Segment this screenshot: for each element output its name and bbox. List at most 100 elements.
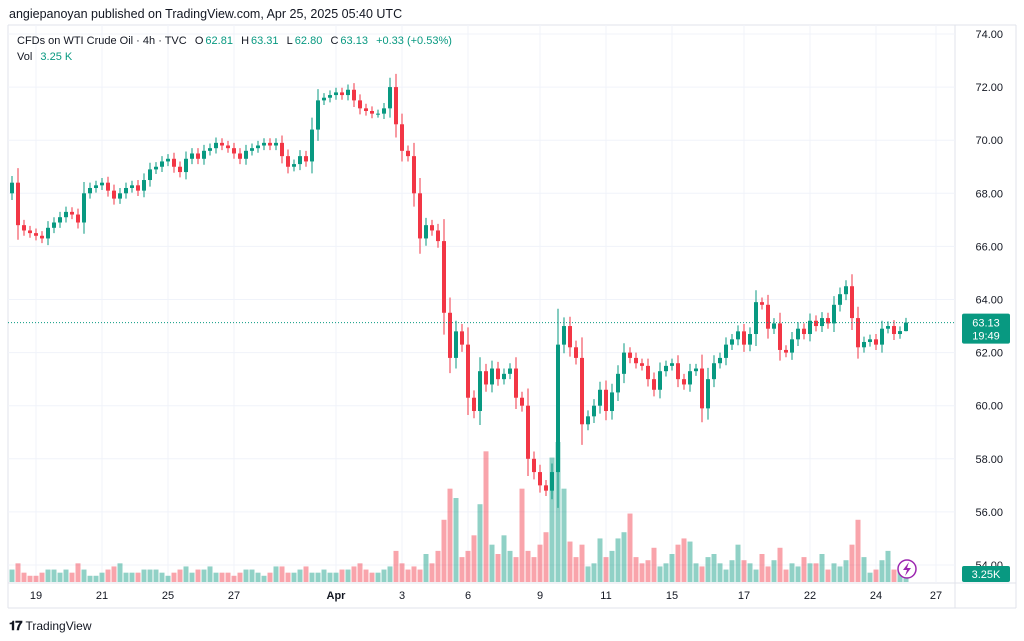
candle[interactable] xyxy=(490,360,494,393)
candle[interactable] xyxy=(820,312,824,333)
candle[interactable] xyxy=(598,381,602,414)
candle[interactable] xyxy=(358,94,362,115)
candle[interactable] xyxy=(616,365,620,402)
candle[interactable] xyxy=(46,221,50,246)
candle[interactable] xyxy=(412,142,416,207)
candle[interactable] xyxy=(16,168,20,240)
candle[interactable] xyxy=(532,451,536,480)
candle[interactable] xyxy=(34,228,38,241)
candle[interactable] xyxy=(400,113,404,162)
candle[interactable] xyxy=(82,182,86,234)
candle[interactable] xyxy=(58,211,62,228)
candle[interactable] xyxy=(196,148,200,165)
candle[interactable] xyxy=(328,90,332,103)
candle[interactable] xyxy=(208,143,212,156)
candle[interactable] xyxy=(664,360,668,377)
candle[interactable] xyxy=(370,106,374,119)
candle[interactable] xyxy=(712,355,716,388)
candle[interactable] xyxy=(94,180,98,193)
candle[interactable] xyxy=(544,480,548,496)
candle[interactable] xyxy=(304,150,308,167)
candle[interactable] xyxy=(850,274,854,331)
candle[interactable] xyxy=(286,149,290,174)
candle[interactable] xyxy=(868,334,872,347)
candle[interactable] xyxy=(478,357,482,425)
candle[interactable] xyxy=(622,343,626,384)
candle[interactable] xyxy=(166,154,170,167)
candle[interactable] xyxy=(202,144,206,165)
candle[interactable] xyxy=(64,206,68,223)
candle[interactable] xyxy=(184,151,188,180)
candle[interactable] xyxy=(118,187,122,204)
candle[interactable] xyxy=(124,182,128,199)
candle[interactable] xyxy=(718,352,722,369)
candle[interactable] xyxy=(352,83,356,108)
candle[interactable] xyxy=(472,390,476,419)
candle[interactable] xyxy=(586,410,590,431)
candle[interactable] xyxy=(580,337,584,445)
candle[interactable] xyxy=(322,93,326,106)
candle[interactable] xyxy=(346,84,350,101)
candle[interactable] xyxy=(778,312,782,361)
candle[interactable] xyxy=(406,145,410,162)
candle[interactable] xyxy=(454,320,458,369)
candle[interactable] xyxy=(148,162,152,187)
candle[interactable] xyxy=(556,308,560,508)
candle[interactable] xyxy=(340,87,344,100)
candle[interactable] xyxy=(706,367,710,420)
candle[interactable] xyxy=(874,334,878,350)
candle[interactable] xyxy=(244,144,248,165)
candle[interactable] xyxy=(844,280,848,301)
candle[interactable] xyxy=(106,176,110,197)
candle[interactable] xyxy=(856,306,860,359)
candle[interactable] xyxy=(364,103,368,116)
candle[interactable] xyxy=(508,363,512,380)
candle[interactable] xyxy=(790,332,794,360)
candle[interactable] xyxy=(808,313,812,342)
candle[interactable] xyxy=(514,357,518,410)
candle[interactable] xyxy=(334,87,338,100)
candle[interactable] xyxy=(700,354,704,423)
candle[interactable] xyxy=(70,207,74,220)
candle[interactable] xyxy=(100,178,104,190)
candle[interactable] xyxy=(112,184,116,205)
candle[interactable] xyxy=(448,297,452,374)
candle[interactable] xyxy=(772,318,776,335)
candle[interactable] xyxy=(250,143,254,156)
lightning-icon[interactable] xyxy=(897,559,917,579)
candle[interactable] xyxy=(832,296,836,333)
candle[interactable] xyxy=(10,176,14,200)
candle[interactable] xyxy=(892,320,896,340)
candle[interactable] xyxy=(154,162,158,175)
candle[interactable] xyxy=(22,219,26,236)
candle[interactable] xyxy=(682,373,686,390)
candle[interactable] xyxy=(136,180,140,196)
candle[interactable] xyxy=(418,178,422,254)
candle[interactable] xyxy=(592,399,596,423)
tradingview-logo[interactable]: 𝟏𝟕 TradingView xyxy=(9,618,92,634)
candle[interactable] xyxy=(784,345,788,358)
candle[interactable] xyxy=(742,324,746,352)
candle[interactable] xyxy=(226,140,230,153)
candle[interactable] xyxy=(394,73,398,138)
candle[interactable] xyxy=(388,77,392,118)
candle[interactable] xyxy=(178,161,182,178)
candle[interactable] xyxy=(658,362,662,399)
candle[interactable] xyxy=(76,208,80,229)
candle[interactable] xyxy=(484,363,488,392)
candle[interactable] xyxy=(28,225,32,238)
candle[interactable] xyxy=(262,138,266,151)
candle[interactable] xyxy=(436,223,440,248)
candle[interactable] xyxy=(748,327,752,352)
candle[interactable] xyxy=(802,323,806,340)
candle[interactable] xyxy=(754,290,758,346)
candle[interactable] xyxy=(460,324,464,352)
candle[interactable] xyxy=(640,358,644,371)
candle[interactable] xyxy=(736,325,740,346)
candle[interactable] xyxy=(190,148,194,165)
candle[interactable] xyxy=(442,219,446,335)
candle[interactable] xyxy=(730,334,734,350)
candle[interactable] xyxy=(214,137,218,154)
candle[interactable] xyxy=(298,150,302,171)
